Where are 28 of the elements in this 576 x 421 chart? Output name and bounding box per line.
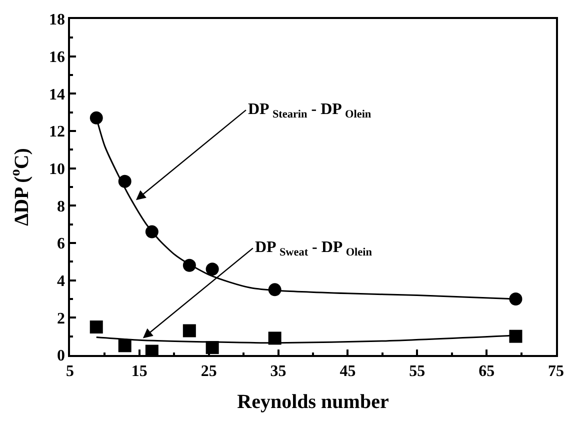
y-tick-label: 2 — [57, 310, 66, 328]
point — [90, 320, 103, 334]
x-tick-label: 75 — [548, 362, 564, 380]
point — [509, 330, 522, 343]
y-tick-label: 6 — [57, 236, 66, 253]
y-tick-label: 10 — [49, 160, 66, 178]
y-tick-label: 18 — [49, 12, 66, 29]
x-tick-label: 55 — [409, 362, 426, 380]
x-axis-title: Reynolds number — [237, 390, 389, 413]
point — [182, 324, 196, 338]
annotation: DP $_{Sweat}$ - DP $_{Olein}$ — [255, 239, 373, 258]
point — [90, 111, 103, 124]
x-tick-label: 45 — [340, 362, 356, 380]
point — [206, 262, 219, 276]
y-tick-label: 12 — [49, 124, 66, 141]
y-tick-label: 4 — [57, 272, 66, 290]
y-tick-label: 14 — [49, 86, 66, 104]
y-tick-label: 8 — [57, 198, 66, 216]
x-tick-label: 15 — [131, 362, 148, 380]
x-tick-label: 35 — [270, 362, 286, 380]
annotation: DP $_{Stearin}$ - DP $_{Olein}$ — [248, 101, 372, 120]
x-tick-label: 65 — [478, 362, 495, 380]
x-tick-label: 5 — [66, 362, 74, 380]
y-tick-label: 0 — [57, 348, 66, 365]
point — [118, 339, 132, 352]
point — [509, 292, 522, 306]
x-tick-label: 25 — [200, 362, 217, 380]
y-tick-label: 16 — [49, 48, 66, 66]
